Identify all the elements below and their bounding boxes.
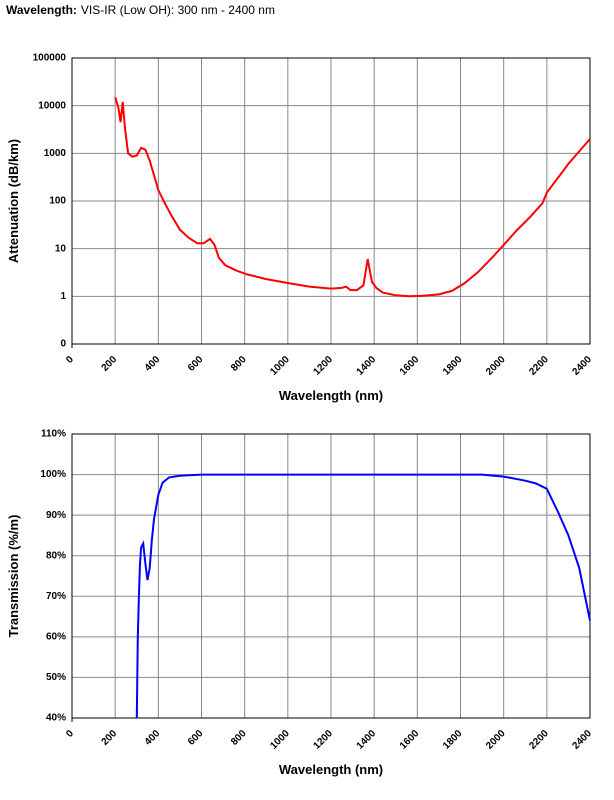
y-axis-label: Transmission (%/m) xyxy=(6,515,21,638)
x-tick-label: 1000 xyxy=(268,728,292,752)
x-tick-label: 1400 xyxy=(355,354,379,378)
x-tick-label: 400 xyxy=(143,728,163,748)
data-line xyxy=(135,473,591,719)
y-tick-label: 10 xyxy=(55,243,67,254)
y-axis-label: Attenuation (dB/km) xyxy=(6,139,21,263)
x-tick-label: 1000 xyxy=(268,354,292,378)
header-label: Wavelength: xyxy=(6,3,77,17)
x-tick-label: 2200 xyxy=(527,354,551,378)
x-tick-label: 600 xyxy=(186,354,206,374)
x-tick-label: 1600 xyxy=(398,728,422,752)
x-tick-label: 2000 xyxy=(484,354,508,378)
x-tick-label: 400 xyxy=(143,354,163,374)
x-axis-label: Wavelength (nm) xyxy=(279,388,383,403)
x-tick-label: 200 xyxy=(100,354,120,374)
x-tick-label: 200 xyxy=(100,728,120,748)
x-tick-label: 1600 xyxy=(398,354,422,378)
x-tick-label: 1200 xyxy=(311,728,335,752)
x-tick-label: 1800 xyxy=(441,354,465,378)
y-tick-label: 1 xyxy=(60,291,66,302)
y-tick-label: 60% xyxy=(46,631,66,642)
x-tick-label: 2400 xyxy=(570,728,594,752)
x-tick-label: 2200 xyxy=(527,728,551,752)
header: Wavelength: VIS-IR (Low OH): 300 nm - 240… xyxy=(6,3,275,17)
x-tick-label: 1200 xyxy=(311,354,335,378)
y-tick-label: 50% xyxy=(46,672,66,683)
x-tick-label: 0 xyxy=(64,354,76,366)
x-tick-label: 0 xyxy=(64,728,76,740)
x-tick-label: 800 xyxy=(229,354,249,374)
y-tick-label: 80% xyxy=(46,550,66,561)
x-tick-label: 1800 xyxy=(441,728,465,752)
y-tick-label: 40% xyxy=(46,713,66,724)
y-tick-label: 1000 xyxy=(44,148,67,159)
x-tick-label: 2400 xyxy=(570,354,594,378)
y-tick-label: 10000 xyxy=(38,100,66,111)
y-tick-label: 90% xyxy=(46,510,66,521)
y-tick-label: 100000 xyxy=(33,53,67,64)
x-tick-label: 600 xyxy=(186,728,206,748)
y-tick-label: 0 xyxy=(60,339,66,350)
x-tick-label: 1400 xyxy=(355,728,379,752)
y-tick-label: 100 xyxy=(49,196,66,207)
y-tick-label: 100% xyxy=(40,469,66,480)
y-tick-label: 110% xyxy=(41,429,66,440)
x-tick-label: 800 xyxy=(229,728,249,748)
header-value: VIS-IR (Low OH): 300 nm - 2400 nm xyxy=(81,3,275,17)
plot-frame xyxy=(71,433,591,719)
x-axis-label: Wavelength (nm) xyxy=(279,762,383,777)
x-tick-label: 2000 xyxy=(484,728,508,752)
data-line xyxy=(114,97,591,298)
plot-frame xyxy=(71,57,591,345)
y-tick-label: 70% xyxy=(46,591,66,602)
